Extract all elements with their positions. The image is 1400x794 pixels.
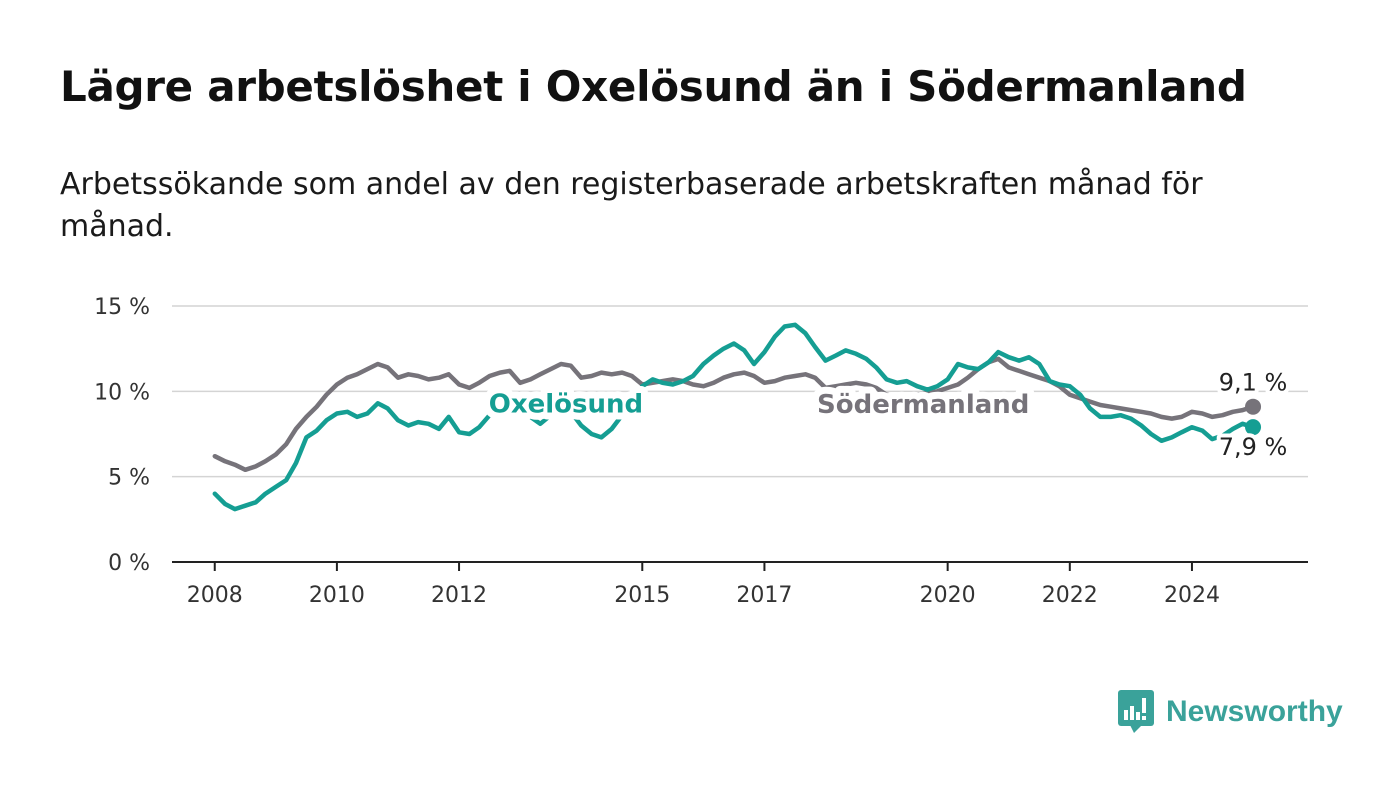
end-label-halo: 7,9 % (1219, 433, 1288, 461)
end-label-halo: 9,1 % (1219, 369, 1288, 397)
series-label: Oxelösund (489, 389, 643, 419)
series-label-halo: Södermanland (817, 390, 1029, 420)
y-tick-label: 0 % (108, 551, 150, 576)
x-axis: 2008 2010 2012 2015 2017 2020 2022 2024 (172, 561, 1308, 608)
end-value-label: 7,9 % (1219, 433, 1288, 461)
newsworthy-brand: Newsworthy (1118, 690, 1343, 734)
x-tick-label: 2022 (1042, 583, 1098, 608)
y-tick-label: 10 % (94, 380, 150, 405)
end-value-label: 9,1 % (1219, 369, 1288, 397)
page-subtitle: Arbetssökande som andel av den registerb… (60, 167, 1203, 244)
x-tick-label: 2012 (431, 583, 487, 608)
y-axis-labels: 0 % 5 % 10 % 15 % (94, 295, 150, 576)
x-tick-label: 2020 (920, 583, 976, 608)
series-line-oxelosund (212, 322, 1256, 512)
end-markers: 9,1 %9,1 %7,9 %7,9 % (1215, 365, 1292, 465)
x-tick-label: 2017 (736, 583, 792, 608)
x-tick-label: 2010 (309, 583, 365, 608)
y-tick-label: 5 % (108, 466, 150, 491)
series-lines (212, 322, 1256, 512)
series-label: Södermanland (817, 390, 1029, 420)
y-tick-label: 15 % (94, 295, 150, 320)
x-tick-label: 2008 (187, 583, 243, 608)
brand-name: Newsworthy (1166, 695, 1343, 728)
x-tick-label: 2015 (614, 583, 670, 608)
end-dot (1245, 419, 1262, 436)
x-tick-label: 2024 (1164, 583, 1220, 608)
page-title: Lägre arbetslöshet i Oxelösund än i Söde… (60, 62, 1247, 111)
end-dot (1245, 398, 1262, 415)
gridlines (172, 305, 1308, 478)
series-label-halo: Oxelösund (489, 389, 643, 419)
chart-bubble-icon (1118, 690, 1154, 733)
